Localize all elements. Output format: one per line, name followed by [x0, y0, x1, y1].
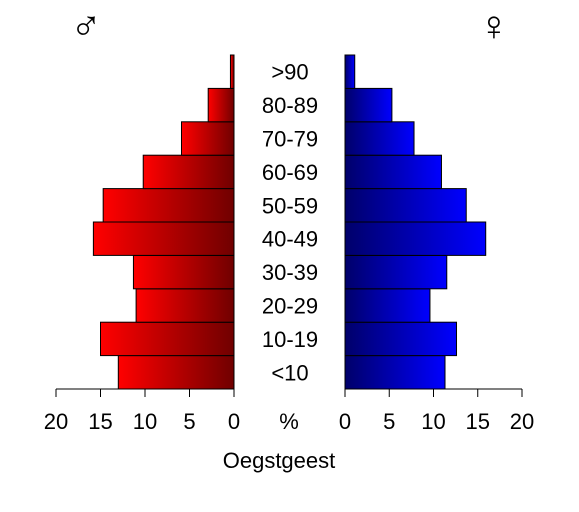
- male-bars: [92, 54, 235, 390]
- male-bar-90: [229, 54, 235, 89]
- male-tick-label: 0: [228, 409, 240, 434]
- male-tick-label: 5: [183, 409, 195, 434]
- female-bar-10: [344, 355, 446, 390]
- female-bar-20-29: [344, 288, 431, 323]
- female-tick-label: 0: [339, 409, 351, 434]
- male-bar-50-59: [102, 188, 235, 223]
- male-bar-70-79: [180, 121, 235, 156]
- male-bar-40-49: [92, 221, 235, 256]
- age-label-70-79: 70-79: [262, 127, 318, 152]
- age-label-60-69: 60-69: [262, 160, 318, 185]
- female-bar-40-49: [344, 221, 487, 256]
- male-symbol-icon: ♂: [70, 2, 102, 49]
- female-bar-30-39: [344, 254, 448, 290]
- female-symbol-icon: ♀: [478, 2, 510, 49]
- age-label-10: <10: [271, 360, 308, 385]
- x-axis-title: Oegstgeest: [223, 448, 336, 473]
- male-bar-80-89: [207, 87, 235, 123]
- male-tick-label: 20: [44, 409, 68, 434]
- female-bar-60-69: [344, 154, 442, 190]
- female-tick-label: 5: [383, 409, 395, 434]
- age-label-40-49: 40-49: [262, 227, 318, 252]
- female-bar-80-89: [344, 87, 393, 123]
- male-bar-60-69: [142, 154, 235, 190]
- percent-unit-label: %: [279, 409, 299, 434]
- female-bar-50-59: [344, 188, 467, 223]
- female-bar-90: [344, 54, 356, 89]
- female-bars: [344, 54, 487, 390]
- male-bar-10-19: [100, 321, 235, 357]
- age-label-50-59: 50-59: [262, 193, 318, 218]
- female-tick-label: 15: [466, 409, 490, 434]
- age-label-80-89: 80-89: [262, 93, 318, 118]
- male-bar-30-39: [132, 254, 235, 290]
- male-tick-label: 15: [88, 409, 112, 434]
- male-bar-20-29: [135, 288, 235, 323]
- age-label-90: >90: [271, 60, 308, 85]
- female-tick-label: 20: [510, 409, 534, 434]
- male-tick-label: 10: [133, 409, 157, 434]
- age-group-labels: <10 10-19 20-29 30-39 40-49 50-59 60-69 70-79 80…: [262, 60, 318, 386]
- age-label-30-39: 30-39: [262, 260, 318, 285]
- female-tick-label: 10: [421, 409, 445, 434]
- age-label-10-19: 10-19: [262, 327, 318, 352]
- age-label-20-29: 20-29: [262, 294, 318, 319]
- female-bar-70-79: [344, 121, 415, 156]
- male-bar-10: [117, 355, 235, 390]
- female-bar-10-19: [344, 321, 458, 357]
- axes: 0 0 5 5 10 10 15 15 20 20: [44, 388, 534, 434]
